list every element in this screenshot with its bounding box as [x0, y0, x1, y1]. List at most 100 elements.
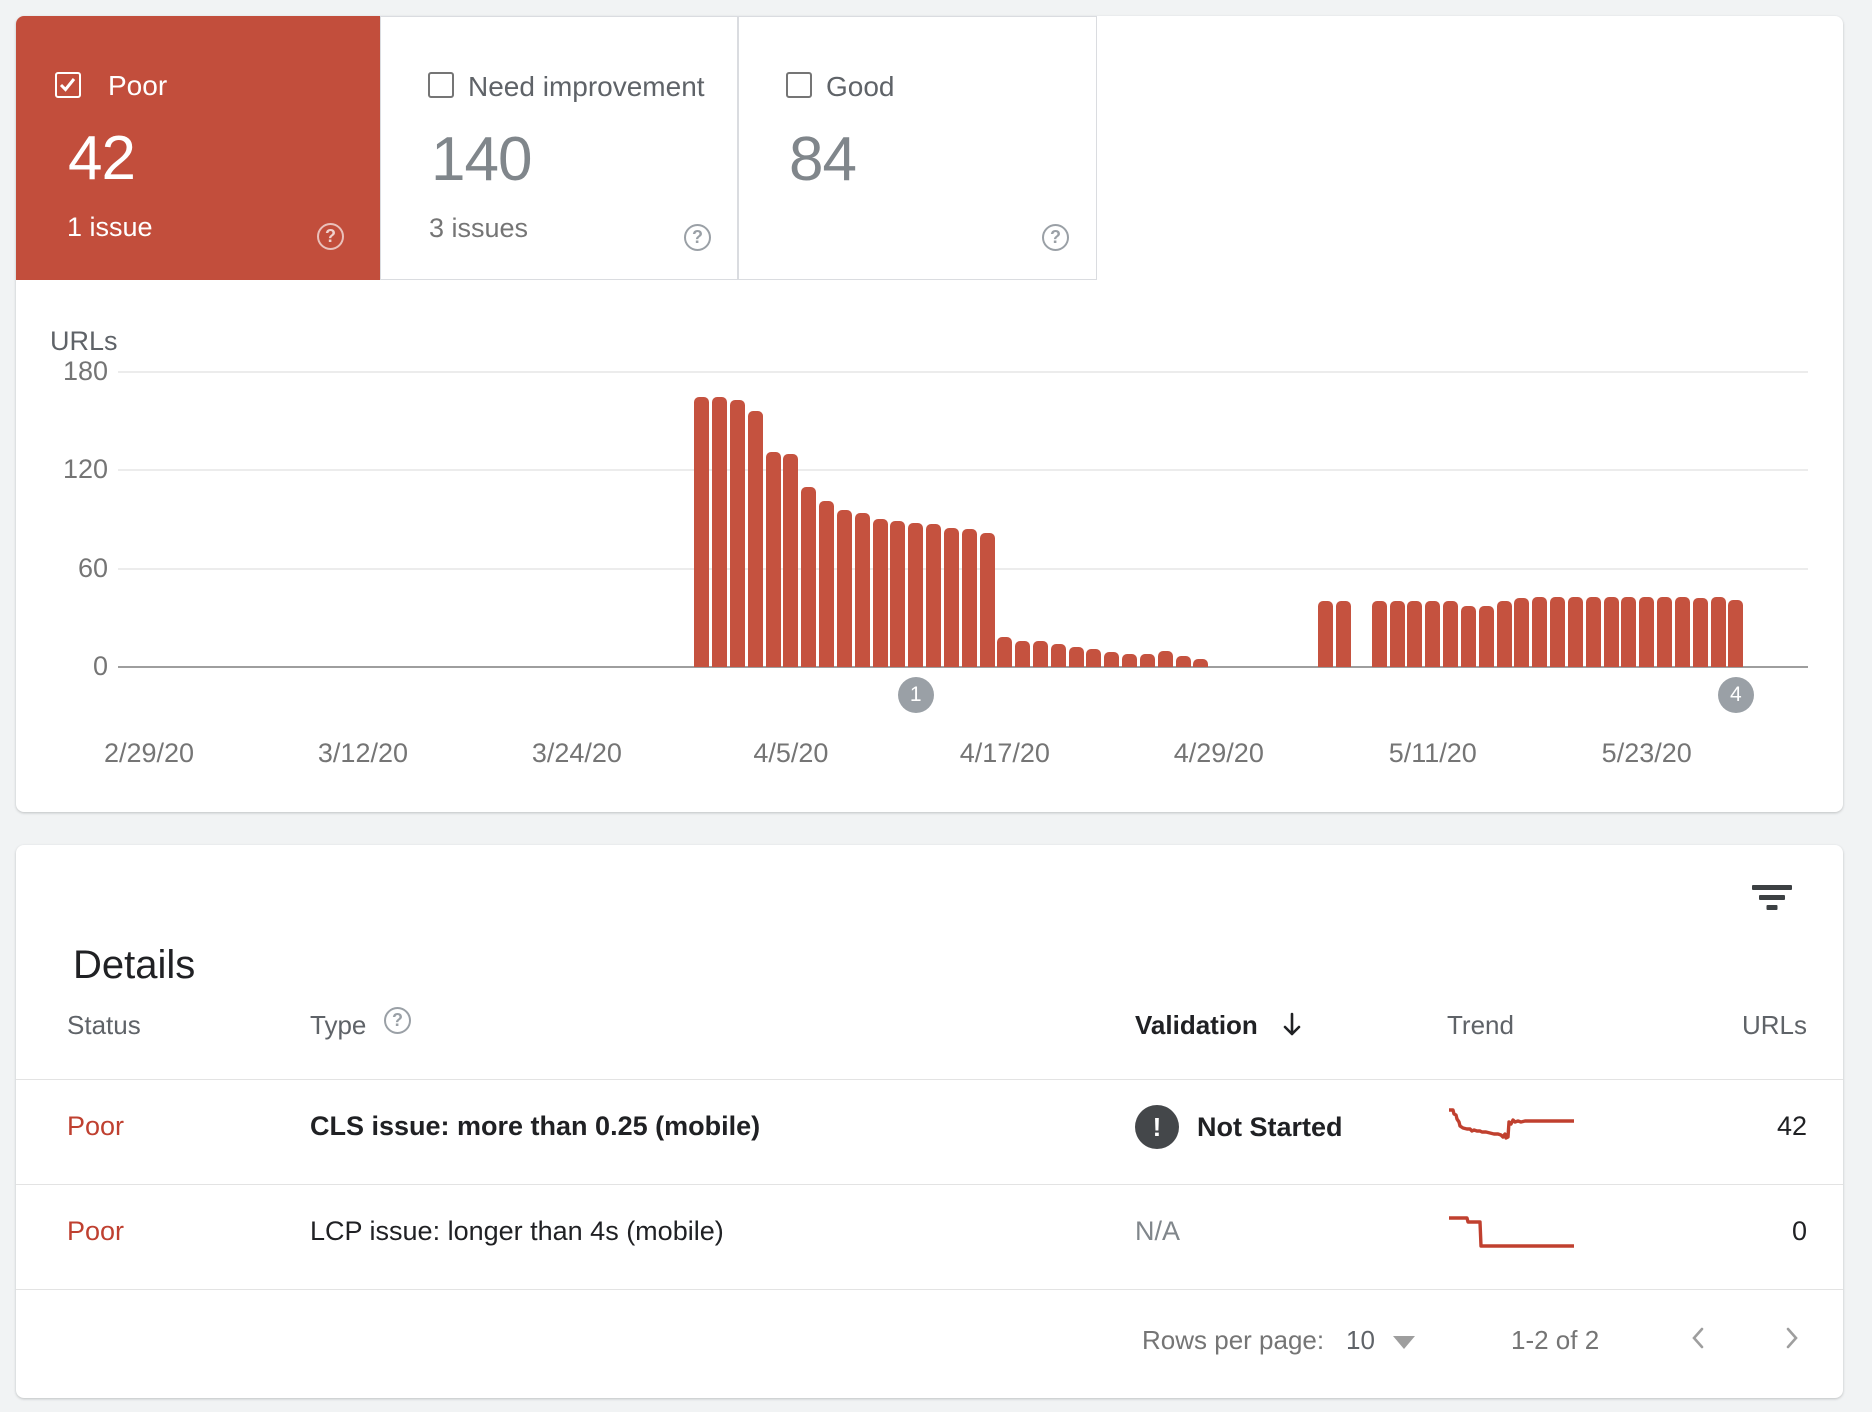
row-status: Poor — [67, 1111, 125, 1141]
chart-bar — [1728, 599, 1744, 667]
checkmark-icon — [59, 78, 76, 92]
divider — [16, 1079, 1843, 1080]
need-improvement-help-icon[interactable]: ? — [684, 224, 711, 251]
chart-bar — [926, 524, 942, 667]
x-tick-label: 3/24/20 — [531, 738, 622, 768]
row-urls-count: 42 — [1776, 1111, 1807, 1141]
chart-bar — [1603, 596, 1619, 667]
tab-good-count: 84 — [789, 125, 857, 194]
chart-bar — [1407, 601, 1423, 667]
previous-page-icon[interactable] — [1684, 1323, 1714, 1353]
chart-bar — [801, 486, 817, 667]
tab-good[interactable]: Good 84 ? — [738, 16, 1097, 280]
column-header-type[interactable]: Type — [310, 1010, 367, 1040]
y-axis-title: URLs — [50, 326, 118, 356]
x-tick-label: 2/29/20 — [103, 738, 195, 768]
column-header-urls[interactable]: URLs — [1741, 1010, 1807, 1040]
gridline — [118, 469, 1808, 472]
tab-need-improvement[interactable]: Need improvement 140 3 issues ? — [380, 16, 738, 280]
sort-descending-icon — [1283, 1012, 1301, 1036]
chart-bar — [1567, 596, 1583, 667]
details-card: Details Status Type ? Validation Trend U… — [16, 845, 1843, 1398]
chart-bar — [890, 521, 906, 667]
validation-text: Not Started — [1197, 1111, 1343, 1142]
chart-bar — [1050, 644, 1066, 667]
chart-bar — [854, 512, 870, 667]
validation-header-label: Validation — [1135, 1010, 1258, 1040]
chart-bar — [765, 452, 781, 667]
chart-bar — [1532, 596, 1548, 667]
chart-bar — [1318, 601, 1334, 667]
chart-bar — [1193, 658, 1209, 667]
x-tick-label: 4/5/20 — [753, 738, 829, 768]
chart-bar — [836, 509, 852, 667]
chart-bar — [1086, 648, 1102, 667]
chart-card: Poor 42 1 issue ? Need improvement 140 3… — [16, 16, 1843, 812]
poor-checkbox[interactable] — [55, 72, 81, 98]
x-axis-line — [118, 666, 1808, 668]
y-tick-label: 120 — [62, 454, 108, 485]
y-tick-label: 60 — [77, 552, 108, 583]
chart-bar — [1389, 601, 1405, 667]
x-tick-label: 4/29/20 — [1173, 738, 1264, 768]
details-title: Details — [73, 943, 196, 987]
column-header-validation[interactable]: Validation — [1135, 1010, 1305, 1041]
good-checkbox[interactable] — [786, 72, 812, 98]
chart-bar — [872, 519, 888, 667]
chart-bar — [1478, 606, 1494, 667]
chart-bar — [1443, 601, 1459, 667]
chart-bar — [1639, 596, 1655, 667]
chart-annotation-marker[interactable]: 4 — [1717, 677, 1754, 713]
chart-bar — [1657, 596, 1673, 667]
chart-bar — [1550, 596, 1566, 667]
chart-bar — [1585, 596, 1601, 667]
good-help-icon[interactable]: ? — [1042, 224, 1069, 251]
chart-bar — [1139, 653, 1155, 667]
chart-bar — [1496, 601, 1512, 667]
chart-bar — [1157, 650, 1173, 667]
pagination-range: 1-2 of 2 — [1511, 1325, 1600, 1355]
column-header-status[interactable]: Status — [67, 1010, 141, 1040]
x-tick-label: 5/11/20 — [1388, 738, 1477, 768]
chart-annotation-marker[interactable]: 1 — [897, 677, 934, 713]
chart-bar — [961, 529, 977, 667]
chart-bar — [1122, 653, 1138, 667]
rows-per-page-select[interactable]: 10 — [1346, 1325, 1415, 1356]
need-improvement-checkbox[interactable] — [428, 72, 454, 98]
tab-need-improvement-issues: 3 issues — [429, 213, 529, 243]
gridline — [118, 370, 1808, 373]
x-tick-label: 4/17/20 — [959, 738, 1050, 768]
y-tick-label: 0 — [92, 651, 108, 681]
chart-bar — [979, 532, 995, 667]
type-help-icon[interactable]: ? — [384, 1007, 411, 1034]
column-header-trend[interactable]: Trend — [1447, 1010, 1514, 1040]
next-page-icon[interactable] — [1776, 1323, 1806, 1353]
tab-poor-issues: 1 issue — [67, 212, 153, 242]
chart-bar — [747, 411, 763, 667]
trend-sparkline — [1449, 1108, 1574, 1140]
row-validation: N/A — [1135, 1216, 1181, 1246]
tab-poor[interactable]: Poor 42 1 issue ? — [16, 16, 380, 280]
chart-bar — [729, 399, 745, 667]
divider — [16, 1184, 1843, 1185]
divider — [16, 1289, 1843, 1290]
chart-bar — [1104, 652, 1120, 667]
tab-good-label: Good — [826, 71, 895, 102]
trend-sparkline — [1449, 1216, 1574, 1248]
exclamation-icon: ! — [1135, 1105, 1179, 1149]
chart-bar — [908, 522, 924, 667]
chart-bar — [1371, 601, 1387, 667]
chart-bar — [997, 637, 1013, 667]
dropdown-arrow-icon — [1392, 1335, 1415, 1349]
chart-bar — [1015, 640, 1031, 667]
chart-bar — [1068, 647, 1084, 667]
row-status: Poor — [67, 1216, 125, 1246]
chart-bar — [1336, 601, 1352, 667]
chart-bar — [1460, 606, 1476, 667]
chart-bar — [694, 396, 710, 667]
poor-help-icon[interactable]: ? — [317, 223, 344, 250]
chart-bar — [1692, 598, 1708, 667]
tab-poor-label: Poor — [108, 70, 168, 101]
chart-bar — [783, 453, 799, 667]
filter-icon[interactable] — [1748, 881, 1796, 921]
